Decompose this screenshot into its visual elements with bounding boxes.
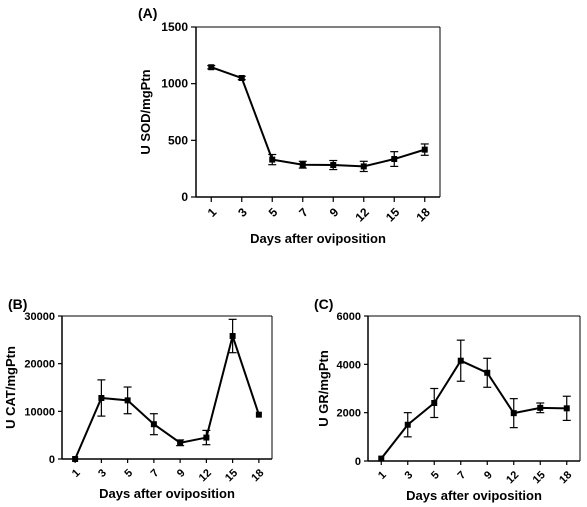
y-tick-label: 0: [181, 190, 188, 204]
data-point: [150, 421, 157, 428]
data-point: [229, 333, 236, 340]
data-point: [177, 439, 184, 446]
x-tick-label: 1: [376, 469, 389, 482]
y-tick-label: 0: [355, 456, 361, 468]
y-tick-label: 30000: [24, 311, 55, 323]
y-tick-label: 0: [49, 454, 55, 466]
x-tick-label: 7: [455, 469, 468, 482]
x-tick-label: 12: [352, 205, 372, 225]
data-point: [360, 163, 367, 170]
x-tick-label: 9: [175, 467, 188, 480]
y-tick-label: 20000: [24, 359, 55, 371]
data-point: [208, 64, 215, 71]
x-tick-label: 18: [249, 467, 266, 484]
data-point: [72, 456, 79, 462]
y-tick-label: 4000: [337, 359, 361, 371]
x-axis-title: Days after oviposition: [406, 488, 542, 503]
data-point: [457, 357, 464, 364]
x-tick-label: 15: [383, 205, 403, 225]
x-tick-label: 7: [296, 205, 311, 220]
x-tick-label: 1: [205, 205, 220, 220]
y-tick-label: 6000: [337, 311, 361, 323]
y-axis-title: U SOD/mgPtn: [138, 69, 153, 154]
x-tick-label: 3: [235, 205, 250, 220]
data-point: [404, 421, 411, 428]
x-tick-label: 9: [482, 469, 495, 482]
series-line: [380, 359, 567, 460]
y-tick-label: 10000: [24, 406, 55, 418]
data-point: [299, 161, 306, 168]
y-tick-label: 1500: [161, 20, 188, 34]
chart-panel: (B) 0 10000 20000 30000 1 3 5 7 9 12 15 18 Days after…: [3, 296, 273, 501]
data-point: [431, 400, 438, 406]
x-tick-label: 3: [402, 469, 415, 482]
data-point: [124, 397, 131, 404]
x-tick-label: 5: [122, 467, 135, 480]
data-point: [391, 156, 398, 163]
x-axis-title: Days after oviposition: [99, 486, 235, 501]
x-tick-label: 7: [149, 467, 162, 480]
x-tick-label: 5: [266, 205, 281, 220]
data-point: [378, 455, 385, 462]
y-axis-title: U GR/mgPtn: [316, 350, 331, 427]
panel-label: (A): [138, 5, 157, 21]
data-point: [563, 405, 570, 412]
data-point: [255, 411, 262, 418]
data-point: [203, 434, 210, 441]
chart-panel: (C) 0 2000 4000 6000 1 3 5 7 9 12 15 18 Days after ov…: [314, 296, 581, 503]
y-tick-label: 2000: [337, 408, 361, 420]
panel-label: (B): [8, 296, 27, 312]
series-line: [210, 66, 426, 168]
x-tick-label: 12: [197, 467, 214, 484]
x-tick-label: 1: [70, 467, 83, 480]
x-tick-label: 3: [96, 467, 109, 480]
data-point: [269, 156, 276, 163]
x-tick-label: 18: [557, 469, 574, 486]
series-line: [74, 332, 260, 460]
x-axis-title: Days after oviposition: [250, 231, 386, 246]
x-tick-label: 12: [504, 469, 521, 486]
x-tick-label: 9: [327, 205, 342, 220]
data-point: [510, 410, 517, 417]
data-point: [238, 75, 245, 81]
y-tick-label: 500: [168, 133, 188, 147]
x-tick-label: 5: [429, 469, 442, 482]
panel-label: (C): [314, 296, 333, 312]
data-point: [330, 162, 337, 169]
x-tick-label: 15: [531, 469, 548, 486]
data-point: [98, 394, 105, 401]
y-tick-label: 1000: [161, 77, 188, 91]
data-point: [421, 146, 428, 153]
x-tick-label: 15: [223, 467, 240, 484]
chart-panel: (A) 0 500 1000 1500 1 3 5 7 9 12 15 18 Days after ovi…: [138, 5, 441, 246]
data-point: [537, 404, 544, 411]
data-point: [484, 369, 491, 376]
x-tick-label: 18: [413, 205, 433, 225]
y-axis-title: U CAT/mgPtn: [3, 346, 18, 429]
